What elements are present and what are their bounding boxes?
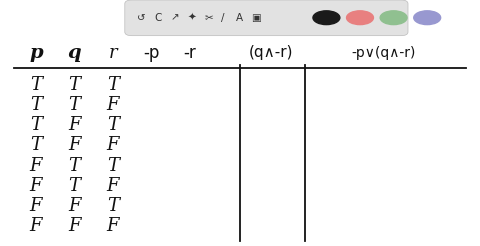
Text: ↗: ↗ <box>171 13 180 23</box>
Text: F: F <box>107 217 119 235</box>
Text: F: F <box>107 177 119 195</box>
Text: r: r <box>108 44 117 62</box>
Text: F: F <box>30 197 42 215</box>
FancyBboxPatch shape <box>125 0 408 36</box>
Text: /: / <box>221 13 225 23</box>
Text: -p: -p <box>143 44 159 62</box>
Text: T: T <box>30 76 42 94</box>
Text: p: p <box>29 44 43 62</box>
Text: T: T <box>30 136 42 154</box>
Text: F: F <box>68 217 81 235</box>
Text: C: C <box>155 13 162 23</box>
Text: T: T <box>107 197 119 215</box>
Text: (q∧-r): (q∧-r) <box>249 46 293 60</box>
Text: F: F <box>107 136 119 154</box>
Text: F: F <box>68 197 81 215</box>
Text: ▣: ▣ <box>251 13 261 23</box>
Text: T: T <box>107 76 119 94</box>
Text: T: T <box>69 96 81 114</box>
Text: -r: -r <box>183 44 196 62</box>
Text: T: T <box>30 116 42 134</box>
Text: F: F <box>68 136 81 154</box>
Text: -p∨(q∧-r): -p∨(q∧-r) <box>352 46 416 60</box>
Text: F: F <box>30 217 42 235</box>
Text: A: A <box>236 13 242 23</box>
Text: T: T <box>69 177 81 195</box>
Text: F: F <box>30 177 42 195</box>
Circle shape <box>414 11 441 25</box>
Circle shape <box>313 11 340 25</box>
Text: T: T <box>69 156 81 175</box>
Circle shape <box>380 11 407 25</box>
Text: F: F <box>30 156 42 175</box>
Text: F: F <box>68 116 81 134</box>
Text: T: T <box>107 156 119 175</box>
Text: T: T <box>69 76 81 94</box>
Text: ↺: ↺ <box>137 13 146 23</box>
Text: T: T <box>30 96 42 114</box>
Text: ✦: ✦ <box>188 13 196 23</box>
Circle shape <box>347 11 373 25</box>
Text: T: T <box>107 116 119 134</box>
Text: F: F <box>107 96 119 114</box>
Text: ✂: ✂ <box>204 13 213 23</box>
Text: q: q <box>68 44 81 62</box>
